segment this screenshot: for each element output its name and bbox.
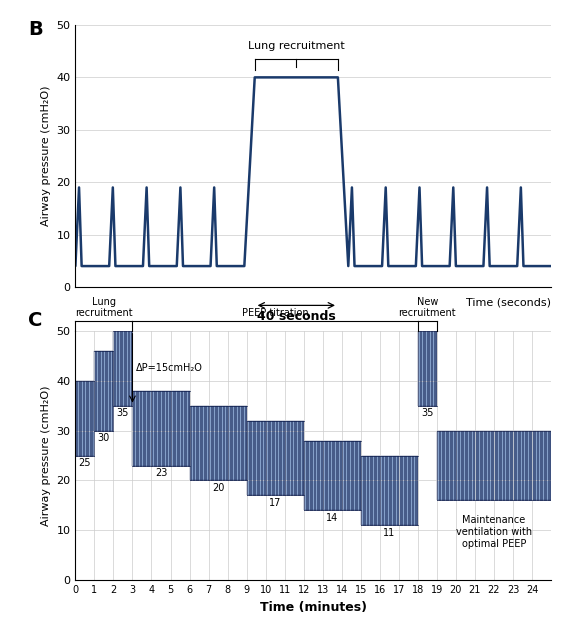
Text: B: B bbox=[28, 20, 42, 39]
Text: Maintenance
ventilation with
optimal PEEP: Maintenance ventilation with optimal PEE… bbox=[456, 515, 532, 548]
Text: 14: 14 bbox=[326, 513, 338, 523]
Bar bbox=[114, 331, 132, 406]
Y-axis label: Airway pressure (cmH₂O): Airway pressure (cmH₂O) bbox=[41, 385, 51, 526]
Text: Lung recruitment: Lung recruitment bbox=[248, 41, 345, 51]
Bar bbox=[95, 351, 114, 431]
Text: C: C bbox=[28, 311, 42, 329]
Text: ΔP=15cmH₂O: ΔP=15cmH₂O bbox=[136, 363, 203, 373]
Bar bbox=[132, 391, 190, 466]
Bar bbox=[361, 456, 418, 525]
Text: PEEP titration: PEEP titration bbox=[242, 308, 309, 318]
Bar bbox=[246, 421, 304, 495]
Text: 23: 23 bbox=[155, 468, 167, 478]
Text: 20: 20 bbox=[212, 483, 224, 493]
Text: 35: 35 bbox=[117, 408, 129, 418]
Text: 35: 35 bbox=[421, 408, 433, 418]
Text: 30: 30 bbox=[98, 433, 110, 443]
Text: Lung
recruitment: Lung recruitment bbox=[75, 296, 133, 318]
Text: 40 seconds: 40 seconds bbox=[257, 310, 336, 323]
Text: 17: 17 bbox=[269, 498, 281, 508]
Y-axis label: Airway pressure (cmH₂O): Airway pressure (cmH₂O) bbox=[41, 85, 51, 227]
Bar bbox=[75, 381, 95, 456]
Bar bbox=[304, 441, 361, 510]
Bar bbox=[437, 431, 551, 500]
Text: New
recruitment: New recruitment bbox=[398, 296, 456, 318]
Bar bbox=[190, 406, 246, 480]
Text: 25: 25 bbox=[79, 458, 91, 468]
X-axis label: Time (minutes): Time (minutes) bbox=[260, 601, 367, 614]
Bar bbox=[418, 331, 437, 406]
Text: 11: 11 bbox=[383, 528, 396, 538]
Text: Time (seconds): Time (seconds) bbox=[466, 298, 551, 308]
